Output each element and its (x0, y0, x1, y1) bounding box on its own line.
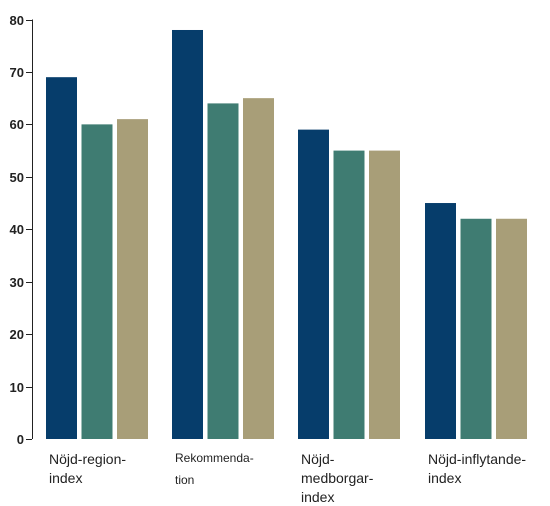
bar (243, 98, 274, 439)
category-label-line: Nöjd- (301, 451, 335, 467)
y-tick-label: 60 (10, 117, 24, 132)
y-tick-label: 0 (17, 432, 24, 447)
category-label-line: index (301, 489, 334, 505)
bars (46, 29, 527, 440)
category-label: Nöjd-medborgar-index (301, 451, 374, 505)
bar (81, 124, 113, 439)
bar (425, 203, 456, 439)
category-label: Nöjd-region-index (49, 451, 126, 486)
bar (298, 129, 329, 439)
bar (207, 103, 239, 440)
category-label-line: index (49, 470, 82, 486)
bar (496, 218, 527, 439)
y-tick-label: 20 (10, 327, 24, 342)
y-tick-label: 30 (10, 275, 24, 290)
category-label-line: Nöjd-region- (49, 451, 126, 467)
category-label-line: medborgar- (301, 470, 374, 486)
bar (46, 77, 77, 440)
y-tick-label: 80 (10, 13, 24, 28)
y-tick-label: 10 (10, 380, 24, 395)
y-axis: 0 10 20 30 40 50 60 70 80 (10, 13, 33, 447)
bar (172, 29, 203, 440)
category-label: Rekommenda-tion (175, 451, 254, 487)
category-label: Nöjd-inflytande-index (428, 451, 526, 486)
bar (117, 119, 148, 439)
category-labels: Nöjd-region-index Rekommenda-tion Nöjd-med… (49, 451, 526, 505)
category-label-line: Rekommenda- (175, 451, 254, 465)
bar (460, 218, 492, 439)
bar (369, 150, 400, 439)
y-tick-label: 40 (10, 222, 24, 237)
bar (333, 150, 365, 439)
category-label-line: index (428, 470, 461, 486)
category-label-line: Nöjd-inflytande- (428, 451, 526, 467)
y-tick-label: 70 (10, 65, 24, 80)
y-tick-label: 50 (10, 170, 24, 185)
category-label-line: tion (175, 473, 194, 487)
